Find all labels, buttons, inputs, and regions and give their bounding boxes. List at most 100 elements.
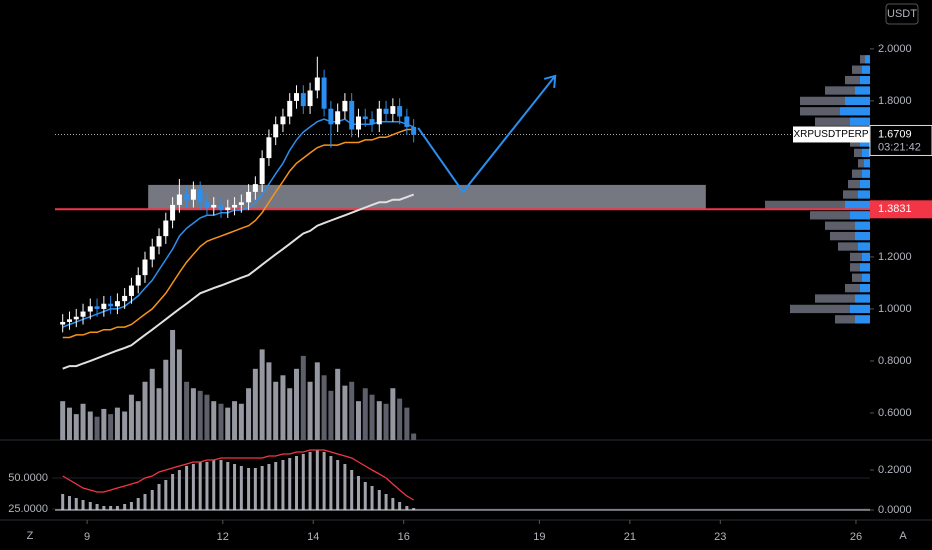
candle-body (204, 202, 210, 208)
osc-bar (88, 502, 92, 510)
volume-bar (211, 401, 217, 440)
profile-up (862, 65, 870, 74)
last-price-label: 1.6709 (878, 128, 912, 140)
symbol-label: XRPUSDTPERP (793, 129, 868, 140)
volume-bar (225, 407, 231, 440)
currency[interactable]: USDT (887, 8, 917, 20)
osc-bar (239, 466, 243, 510)
volume-bar (94, 416, 100, 440)
volume-bar (114, 407, 120, 440)
osc-bar (350, 470, 354, 510)
candle-body (66, 319, 72, 322)
osc-bar (61, 494, 65, 510)
osc-bar (405, 506, 409, 510)
volume-bar (280, 375, 286, 440)
osc-bar (247, 468, 251, 510)
profile-up (855, 86, 870, 95)
osc-y-tick-label: 0.0000 (878, 504, 912, 516)
volume-bar (170, 330, 176, 440)
profile-down (852, 169, 862, 178)
osc-bar (398, 502, 402, 510)
osc-bar (136, 498, 140, 510)
x-tick-label: 26 (850, 531, 862, 543)
candle-body (369, 119, 375, 125)
osc-bar (343, 464, 347, 510)
volume-bar (122, 411, 128, 440)
volume-bar (259, 349, 265, 440)
osc-bar (191, 464, 195, 510)
candle-body (307, 90, 313, 107)
x-tick-label: 19 (533, 531, 545, 543)
profile-up (860, 283, 870, 293)
osc-bar (363, 482, 367, 510)
osc-bar (233, 464, 237, 510)
volume-bar (383, 403, 389, 440)
candle-body (87, 306, 93, 312)
auto-button[interactable]: A (899, 530, 907, 542)
candle-body (60, 321, 66, 325)
candle-body (321, 77, 327, 109)
candle-body (80, 311, 86, 317)
osc-line (62, 449, 415, 501)
candle-body (252, 184, 258, 192)
volume-bar (287, 388, 293, 440)
candle-body (211, 204, 217, 208)
y-tick-label: 1.0000 (878, 303, 912, 315)
candle-body (349, 100, 355, 130)
candle-body (101, 303, 107, 309)
volume-bar (355, 401, 361, 440)
profile-up (845, 96, 870, 106)
volume-bar (190, 388, 196, 440)
osc-bar (336, 460, 340, 510)
profile-up (850, 304, 870, 314)
profile-down (825, 221, 855, 230)
profile-down (850, 263, 860, 272)
osc-bar (74, 498, 78, 510)
volume-bar (232, 401, 238, 440)
candle-body (163, 220, 169, 237)
candle-body (94, 306, 100, 309)
volume-bar (246, 388, 252, 440)
profile-down (848, 179, 860, 189)
currency-box[interactable] (885, 3, 919, 25)
osc-bar (164, 480, 168, 510)
osc-bar (267, 464, 271, 510)
candle-body (218, 204, 224, 211)
candle-body (73, 316, 79, 320)
profile-up (862, 169, 870, 178)
osc-bar (274, 462, 278, 510)
candle-body (190, 189, 196, 200)
osc-bar (260, 466, 264, 510)
profile-up (845, 200, 870, 210)
osc-bar (115, 506, 119, 510)
profile-up (858, 242, 870, 251)
candle-body (122, 295, 128, 302)
osc-bar (253, 468, 257, 510)
profile-down (845, 283, 860, 293)
candle-body (135, 275, 141, 286)
arrow-head (543, 74, 557, 89)
candle-body (314, 77, 320, 91)
candle-body (197, 189, 203, 203)
volume-bar (362, 388, 368, 440)
zoom-button[interactable]: Z (27, 530, 34, 542)
volume-bar (80, 403, 86, 440)
volume-bar (156, 388, 162, 440)
volume-bar (60, 401, 66, 440)
profile-down (852, 65, 862, 74)
profile-up (850, 117, 870, 126)
volume-bar (101, 408, 107, 440)
profile-down (858, 159, 864, 168)
profile-down (815, 117, 850, 126)
candle-body (328, 108, 334, 125)
profile-down (800, 107, 840, 116)
osc-bar (205, 462, 209, 510)
volume-bar (252, 368, 258, 440)
osc-bar (370, 486, 374, 510)
profile-up (855, 294, 870, 303)
zone (148, 184, 706, 209)
volume-bar (397, 398, 403, 440)
profile-up (865, 55, 870, 64)
osc-bar (281, 460, 285, 510)
osc-bar (288, 458, 292, 510)
